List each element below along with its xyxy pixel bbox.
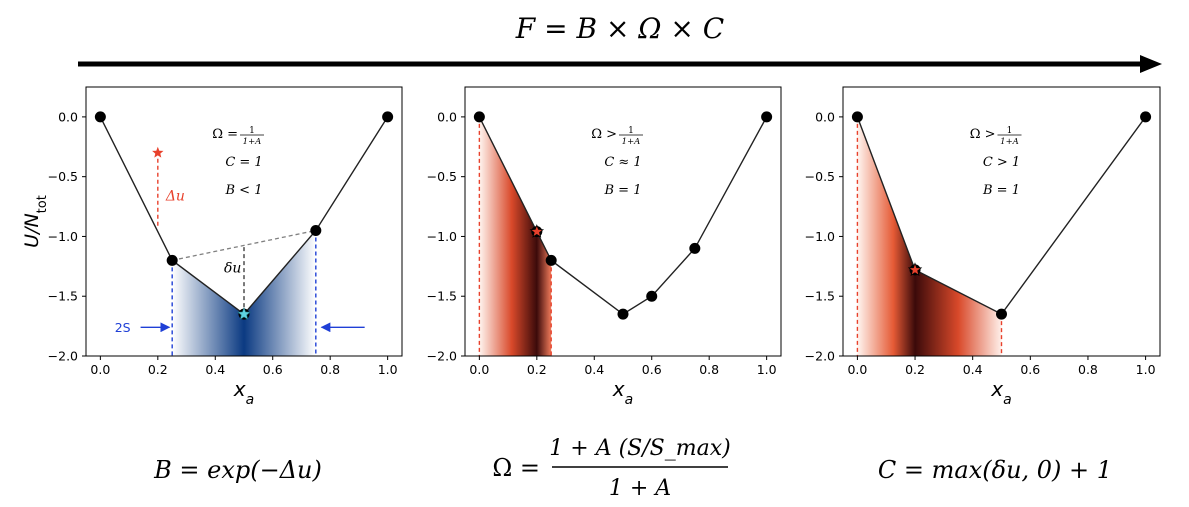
omega-annotation: Ω > <box>591 127 617 142</box>
chord-dashed-line <box>172 229 316 261</box>
omega-formula-lhs: Ω = <box>492 454 540 482</box>
b-formula: B = exp(−Δu) <box>153 456 322 484</box>
omega-annotation: Ω > <box>970 127 996 142</box>
y-tick-label: −1.0 <box>805 229 835 244</box>
red-star-marker <box>907 262 923 277</box>
panel-annotation: C ≈ 1 <box>604 155 641 170</box>
y-tick-label: −2.0 <box>427 349 457 364</box>
omega-formula-numerator: 1 + A (S/S_max) <box>549 436 730 461</box>
x-tick-label: 0.6 <box>642 362 662 377</box>
y-tick-label: −2.0 <box>805 349 835 364</box>
x-tick-label: 1.0 <box>757 362 777 377</box>
x-tick-label: 1.0 <box>378 362 398 377</box>
panel-annotation: C = 1 <box>225 155 262 170</box>
red-star-marker <box>529 224 545 238</box>
x-tick-label: 0.0 <box>469 362 489 377</box>
data-point <box>646 290 658 302</box>
data-point <box>94 111 106 123</box>
y-tick-label: −0.5 <box>48 169 78 184</box>
axes-frame <box>464 86 782 357</box>
y-tick-label: −1.0 <box>427 229 457 244</box>
x-tick-label: 0.4 <box>205 362 225 377</box>
axes-frame <box>85 86 403 357</box>
omega-annotation-denominator: 1+A <box>243 137 262 147</box>
omega-annotation-numerator: 1 <box>1007 126 1013 136</box>
x-tick-label: 0.8 <box>699 362 719 377</box>
cyan-star-marker <box>237 306 251 321</box>
panel-annotation: C > 1 <box>983 155 1020 170</box>
omega-annotation-denominator: 1+A <box>622 137 641 147</box>
data-point <box>617 308 629 320</box>
data-point <box>1140 111 1152 123</box>
x-tick-label: 0.2 <box>148 362 168 377</box>
y-axis-label: U/Ntot <box>21 195 50 248</box>
omega-annotation-denominator: 1+A <box>1000 137 1019 147</box>
data-point <box>166 254 178 266</box>
x-tick-label: 0.6 <box>1020 362 1040 377</box>
y-tick-label: 0.0 <box>58 109 78 124</box>
y-tick-label: −2.0 <box>48 349 78 364</box>
x-tick-label: 0.6 <box>263 362 283 377</box>
series-line <box>856 116 1147 316</box>
data-point <box>851 111 863 123</box>
x-tick-label: 0.4 <box>963 362 983 377</box>
omega-formula: Ω = 1 + A (S/S_max) 1 + A <box>492 436 730 501</box>
chart-left: 0.0 0.2 0.4 0.6 0.8 1.0 0.0 −0.5 −1.0 −1.5 −2.0 xa U… <box>21 86 403 408</box>
x-tick-label: 1.0 <box>1136 362 1156 377</box>
y-tick-label: −1.5 <box>48 289 78 304</box>
fill-region <box>172 230 316 356</box>
y-tick-label: −1.5 <box>805 289 835 304</box>
x-tick-label: 0.4 <box>584 362 604 377</box>
header-equation: F = B × Ω × C <box>515 12 724 45</box>
data-point <box>473 111 485 123</box>
panel-annotation: B = 1 <box>982 183 1020 198</box>
y-tick-label: −1.0 <box>48 229 78 244</box>
chart-right: 0.0 0.2 0.4 0.6 0.8 1.0 0.0 −0.5 −1.0 −1.5 −2.0 xa Ω… <box>805 86 1161 408</box>
y-tick-label: 0.0 <box>437 109 457 124</box>
x-tick-label: 0.8 <box>320 362 340 377</box>
two-s-label: 2S <box>115 320 131 335</box>
data-point <box>382 111 394 123</box>
data-point <box>761 111 773 123</box>
y-tick-label: −0.5 <box>805 169 835 184</box>
x-tick-label: 0.8 <box>1078 362 1098 377</box>
x-axis-label: xa <box>612 377 633 408</box>
red-star-marker <box>152 146 164 158</box>
omega-annotation-numerator: 1 <box>628 126 634 136</box>
fill-region <box>857 116 1002 356</box>
y-tick-label: −0.5 <box>427 169 457 184</box>
c-formula: C = max(δu, 0) + 1 <box>878 456 1112 484</box>
data-point <box>545 254 557 266</box>
big-arrow <box>78 55 1162 73</box>
chart-middle: 0.0 0.2 0.4 0.6 0.8 1.0 0.0 −0.5 −1.0 −1.5 −2.0 xa Ω… <box>427 86 782 408</box>
data-point <box>689 242 701 254</box>
omega-annotation-numerator: 1 <box>249 126 255 136</box>
axes-frame <box>842 86 1161 357</box>
x-tick-label: 0.0 <box>847 362 867 377</box>
x-tick-label: 0.2 <box>527 362 547 377</box>
x-tick-label: 0.0 <box>90 362 110 377</box>
y-tick-label: 0.0 <box>815 109 835 124</box>
big-delta-u-label: Δu <box>165 189 185 205</box>
data-point <box>996 308 1007 320</box>
x-axis-label: xa <box>990 377 1011 408</box>
x-tick-label: 0.2 <box>905 362 925 377</box>
omega-formula-denominator: 1 + A <box>609 476 671 501</box>
y-tick-label: −1.5 <box>427 289 457 304</box>
panel-annotation: B < 1 <box>225 183 263 198</box>
fill-region <box>479 116 552 356</box>
panel-annotation: B = 1 <box>604 183 642 198</box>
small-delta-u-label: δu <box>224 260 241 276</box>
x-axis-label: xa <box>233 377 254 408</box>
omega-annotation: Ω = <box>212 127 238 142</box>
data-point <box>310 224 322 236</box>
